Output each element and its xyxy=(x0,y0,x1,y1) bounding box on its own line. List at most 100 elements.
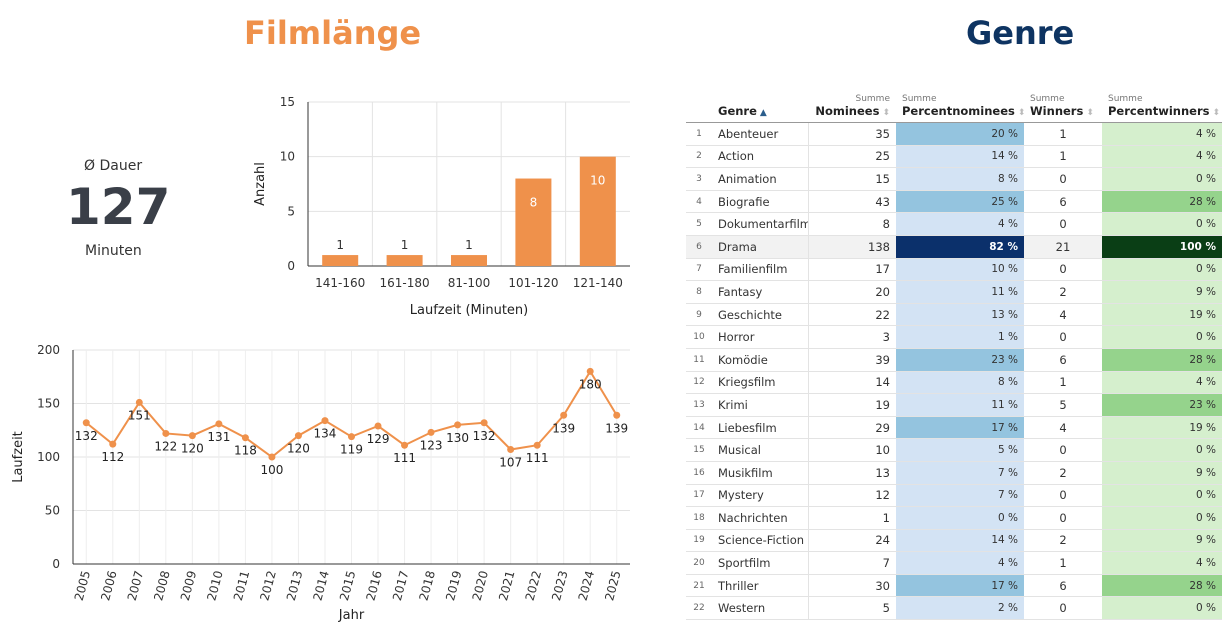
header-label: Percentwinners xyxy=(1108,104,1210,118)
line-data-label: 139 xyxy=(605,421,628,435)
percentnominees-cell: 17 % xyxy=(896,416,1024,440)
bar-data-label: 8 xyxy=(530,196,538,210)
table-row[interactable]: 16 Musikfilm 13 7 % 2 9 % xyxy=(686,461,1222,485)
bar-x-tick-label: 81-100 xyxy=(448,276,491,290)
nominees-cell: 39 xyxy=(808,348,896,372)
line-data-label: 111 xyxy=(393,451,416,465)
line-x-tick-label: 2015 xyxy=(337,569,358,602)
header-label: Winners xyxy=(1030,104,1084,118)
sort-icon[interactable]: ⬍ xyxy=(1086,108,1094,118)
table-row[interactable]: 18 Nachrichten 1 0 % 0 0 % xyxy=(686,506,1222,530)
winners-header[interactable]: Summe Winners ⬍ xyxy=(1024,86,1102,123)
table-row[interactable]: 20 Sportfilm 7 4 % 1 4 % xyxy=(686,551,1222,575)
line-point-2022 xyxy=(533,441,541,449)
table-row[interactable]: 15 Musical 10 5 % 0 0 % xyxy=(686,438,1222,462)
nominees-header[interactable]: Summe Nominees ⬍ xyxy=(808,86,896,123)
line-y-axis-title: Laufzeit xyxy=(11,431,26,483)
table-row[interactable]: 1 Abenteuer 35 20 % 1 4 % xyxy=(686,122,1222,146)
sort-icon[interactable]: ⬍ xyxy=(1017,108,1026,118)
genre-cell: Science-Fiction xyxy=(712,529,809,553)
table-row[interactable]: 7 Familienfilm 17 10 % 0 0 % xyxy=(686,258,1222,282)
nominees-cell: 138 xyxy=(808,235,896,259)
genre-header[interactable]: Genre ▲ xyxy=(712,86,808,123)
sort-icon[interactable]: ⬍ xyxy=(1212,108,1221,118)
line-x-tick-label: 2011 xyxy=(231,569,252,602)
genre-cell: Musical xyxy=(712,438,809,462)
winners-cell: 1 xyxy=(1024,122,1102,146)
line-point-2007 xyxy=(135,398,143,406)
genre-cell: Nachrichten xyxy=(712,506,809,530)
table-row[interactable]: 8 Fantasy 20 11 % 2 9 % xyxy=(686,280,1222,304)
table-row[interactable]: 3 Animation 15 8 % 0 0 % xyxy=(686,167,1222,191)
table-row[interactable]: 9 Geschichte 22 13 % 4 19 % xyxy=(686,303,1222,327)
percentnominees-cell: 23 % xyxy=(896,348,1024,372)
sort-icon[interactable]: ▲ xyxy=(759,108,767,118)
line-data-label: 122 xyxy=(154,439,177,453)
sort-icon[interactable]: ⬍ xyxy=(882,108,890,118)
line-x-tick-label: 2012 xyxy=(257,569,278,602)
line-point-2009 xyxy=(188,432,196,440)
table-row[interactable]: 21 Thriller 30 17 % 6 28 % xyxy=(686,574,1222,598)
percentnominees-header[interactable]: Summe Percentnominees ⬍ xyxy=(896,86,1026,123)
table-row[interactable]: 12 Kriegsfilm 14 8 % 1 4 % xyxy=(686,371,1222,395)
table-row[interactable]: 2 Action 25 14 % 1 4 % xyxy=(686,145,1222,169)
bar-x-axis-title: Laufzeit (Minuten) xyxy=(410,303,528,318)
table-row[interactable]: 5 Dokumentarfilm 8 4 % 0 0 % xyxy=(686,212,1222,236)
bar-y-tick-label: 0 xyxy=(287,259,295,273)
line-data-label: 100 xyxy=(260,463,283,477)
table-row[interactable]: 11 Komödie 39 23 % 6 28 % xyxy=(686,348,1222,372)
winners-cell: 0 xyxy=(1024,596,1102,621)
percentnominees-cell: 5 % xyxy=(896,438,1024,462)
line-point-2017 xyxy=(401,441,409,449)
table-row[interactable]: 13 Krimi 19 11 % 5 23 % xyxy=(686,393,1222,417)
line-y-tick-label: 150 xyxy=(37,397,60,411)
header-sum-label: Summe xyxy=(1108,94,1143,104)
genre-cell: Horror xyxy=(712,325,809,349)
line-y-tick-label: 50 xyxy=(45,504,60,518)
winners-cell: 1 xyxy=(1024,551,1102,575)
row-index: 6 xyxy=(686,235,712,259)
line-y-tick-label: 100 xyxy=(37,450,60,464)
winners-cell: 0 xyxy=(1024,258,1102,282)
line-point-2024 xyxy=(586,367,594,375)
line-data-label: 139 xyxy=(552,421,575,435)
bar-y-axis-title: Anzahl xyxy=(253,162,268,206)
table-row[interactable]: 4 Biografie 43 25 % 6 28 % xyxy=(686,190,1222,214)
line-data-label: 119 xyxy=(340,443,363,457)
table-row[interactable]: 6 Drama 138 82 % 21 100 % xyxy=(686,235,1222,259)
bar-x-tick-label: 121-140 xyxy=(573,276,623,290)
genre-cell: Sportfilm xyxy=(712,551,809,575)
bar-y-tick-label: 15 xyxy=(280,95,295,109)
table-row[interactable]: 10 Horror 3 1 % 0 0 % xyxy=(686,325,1222,349)
line-x-tick-label: 2022 xyxy=(523,569,544,602)
row-index: 9 xyxy=(686,303,712,327)
row-index: 4 xyxy=(686,190,712,214)
bar-data-label: 1 xyxy=(401,238,409,252)
winners-cell: 5 xyxy=(1024,393,1102,417)
winners-cell: 2 xyxy=(1024,461,1102,485)
row-index: 3 xyxy=(686,167,712,191)
line-point-2005 xyxy=(82,419,90,427)
nominees-cell: 3 xyxy=(808,325,896,349)
line-data-label: 118 xyxy=(234,444,257,458)
nominees-cell: 17 xyxy=(808,258,896,282)
table-row[interactable]: 22 Western 5 2 % 0 0 % xyxy=(686,596,1222,621)
bar-data-label: 1 xyxy=(465,238,473,252)
percentwinners-cell: 0 % xyxy=(1102,325,1222,349)
percentnominees-cell: 8 % xyxy=(896,167,1024,191)
line-point-2018 xyxy=(427,428,435,436)
table-row[interactable]: 17 Mystery 12 7 % 0 0 % xyxy=(686,484,1222,508)
header-label: Percentnominees xyxy=(902,104,1015,118)
line-point-2020 xyxy=(480,419,488,427)
nominees-cell: 14 xyxy=(808,371,896,395)
table-row[interactable]: 14 Liebesfilm 29 17 % 4 19 % xyxy=(686,416,1222,440)
genre-cell: Fantasy xyxy=(712,280,809,304)
nominees-cell: 20 xyxy=(808,280,896,304)
genre-cell: Thriller xyxy=(712,574,809,598)
genre-cell: Musikfilm xyxy=(712,461,809,485)
bar-121-140 xyxy=(579,156,616,266)
percentwinners-cell: 23 % xyxy=(1102,393,1222,417)
row-index: 7 xyxy=(686,258,712,282)
percentwinners-header[interactable]: Summe Percentwinners ⬍ xyxy=(1102,86,1222,123)
table-row[interactable]: 19 Science-Fiction 24 14 % 2 9 % xyxy=(686,529,1222,553)
